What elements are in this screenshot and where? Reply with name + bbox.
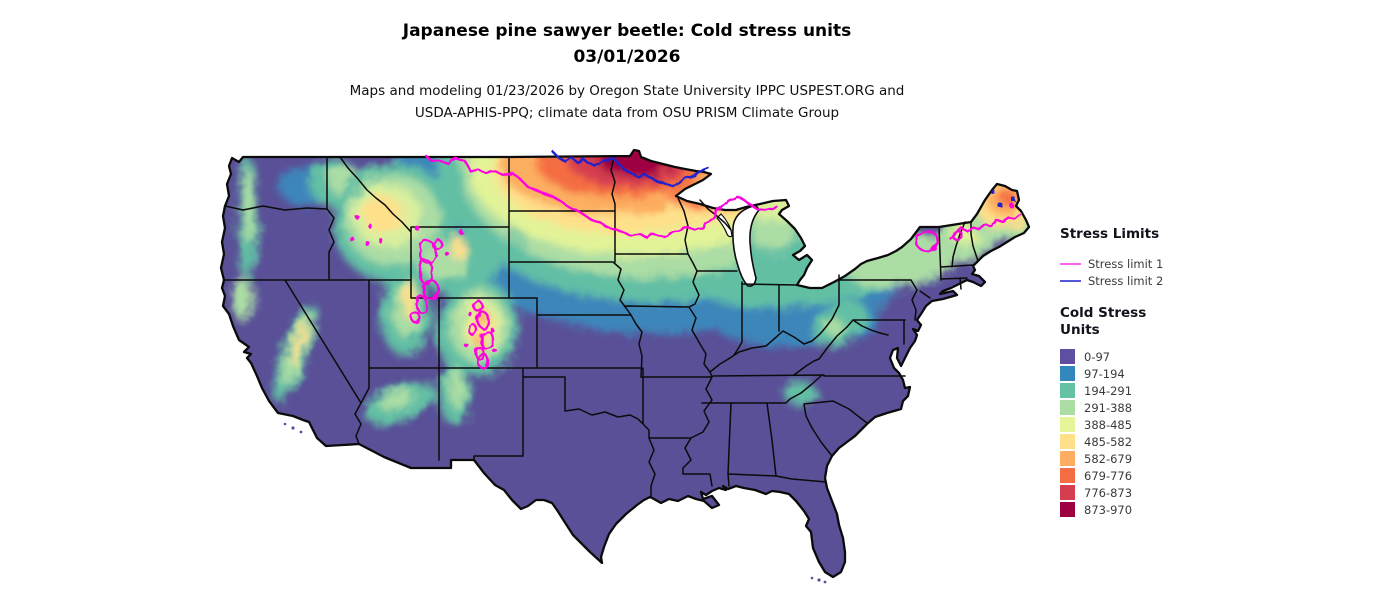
bin-label-8: 776-873 xyxy=(1084,485,1133,500)
cold-stress-title-line-1: Cold Stress xyxy=(1060,305,1147,321)
bin-swatch-5 xyxy=(1060,434,1075,449)
bin-swatch-4 xyxy=(1060,417,1075,432)
legend-item-stress-limit-2: Stress limit 2 xyxy=(1060,272,1210,289)
stress-limit-2-label: Stress limit 2 xyxy=(1088,273,1164,288)
bin-label-5: 485-582 xyxy=(1084,434,1133,449)
title-date: 03/01/2026 xyxy=(573,47,681,67)
stress-limits-title: Stress Limits xyxy=(1060,226,1160,242)
stress-limits-list: Stress limit 1 Stress limit 2 xyxy=(1060,255,1210,289)
legend-bin-row: 582-679 xyxy=(1060,450,1210,467)
cold-stress-title-line-2: Units xyxy=(1060,322,1100,338)
legend-bin-row: 194-291 xyxy=(1060,382,1210,399)
legend-bin-row: 97-194 xyxy=(1060,365,1210,382)
stress-limit-2-dots xyxy=(991,190,1016,208)
bin-swatch-9 xyxy=(1060,502,1075,517)
legend: Stress Limits Stress limit 1 Stress limi… xyxy=(1060,226,1210,518)
legend-bin-row: 291-388 xyxy=(1060,399,1210,416)
bin-swatch-8 xyxy=(1060,485,1075,500)
bin-label-4: 388-485 xyxy=(1084,417,1133,432)
stress-limit-1-label: Stress limit 1 xyxy=(1088,256,1164,271)
bin-label-2: 194-291 xyxy=(1084,383,1133,398)
legend-bin-row: 388-485 xyxy=(1060,416,1210,433)
island-specks xyxy=(283,422,827,584)
us-cold-stress-map xyxy=(215,148,1035,588)
legend-item-stress-limit-1: Stress limit 1 xyxy=(1060,255,1210,272)
cold-stress-bins: 0-97 97-194 194-291 291-388 388-485 485-… xyxy=(1060,348,1210,518)
legend-bin-row: 679-776 xyxy=(1060,467,1210,484)
bin-swatch-3 xyxy=(1060,400,1075,415)
legend-bin-row: 485-582 xyxy=(1060,433,1210,450)
bin-swatch-6 xyxy=(1060,451,1075,466)
bin-label-3: 291-388 xyxy=(1084,400,1133,415)
cold-stress-units-title: Cold Stress Units xyxy=(1060,305,1210,339)
stress-limit-2-contour xyxy=(551,150,710,188)
stress-limit-1-line-icon xyxy=(1060,262,1081,265)
stress-limit-1-contour xyxy=(409,155,1023,370)
subtitle-line-1: Maps and modeling 01/23/2026 by Oregon S… xyxy=(349,83,905,99)
page-title: Japanese pine sawyer beetle: Cold stress… xyxy=(155,18,1099,70)
legend-bin-row: 776-873 xyxy=(1060,484,1210,501)
legend-bin-row: 873-970 xyxy=(1060,501,1210,518)
bin-swatch-2 xyxy=(1060,383,1075,398)
title-line-1: Japanese pine sawyer beetle: Cold stress… xyxy=(402,21,852,41)
subtitle-line-2: USDA-APHIS-PPQ; climate data from OSU PR… xyxy=(414,105,840,121)
stress-limit-2-line-icon xyxy=(1060,279,1081,282)
bin-label-7: 679-776 xyxy=(1084,468,1133,483)
bin-swatch-7 xyxy=(1060,468,1075,483)
bin-label-9: 873-970 xyxy=(1084,502,1133,517)
legend-bin-row: 0-97 xyxy=(1060,348,1210,365)
bin-swatch-1 xyxy=(1060,366,1075,381)
title-block: Japanese pine sawyer beetle: Cold stress… xyxy=(155,18,1099,124)
bin-label-0: 0-97 xyxy=(1084,349,1111,364)
bin-label-1: 97-194 xyxy=(1084,366,1125,381)
stress-limit-1-dots xyxy=(350,202,1014,354)
bin-label-6: 582-679 xyxy=(1084,451,1133,466)
bin-swatch-0 xyxy=(1060,349,1075,364)
page-subtitle: Maps and modeling 01/23/2026 by Oregon S… xyxy=(155,80,1099,124)
us-map-svg xyxy=(219,148,1031,584)
